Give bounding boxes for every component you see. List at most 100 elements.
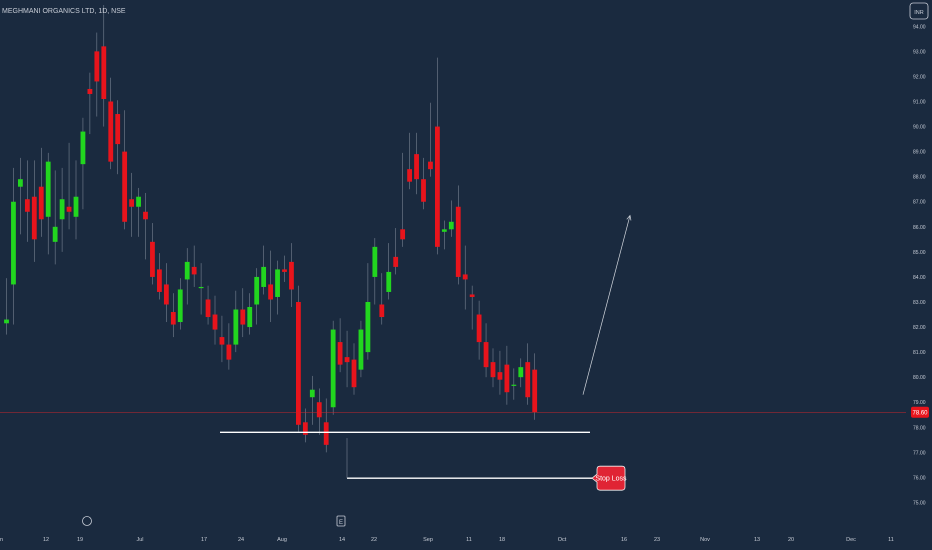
candle-body [330, 329, 336, 408]
price-tick-label: 93.00 [913, 49, 926, 55]
candle-body [31, 196, 37, 240]
candle-body [504, 364, 510, 393]
candle-body [240, 309, 246, 325]
candle-body [87, 88, 93, 94]
candle [157, 253, 162, 300]
candle [511, 368, 517, 400]
time-tick-label: 11 [888, 537, 894, 543]
candle-body [219, 337, 225, 345]
candle [73, 160, 79, 240]
candle [261, 245, 267, 295]
candle-body [372, 246, 378, 277]
candle [428, 102, 433, 177]
candle-body [518, 367, 524, 378]
candle-body [344, 357, 350, 363]
time-tick-label: Dec [846, 537, 856, 543]
candle [407, 132, 412, 190]
annotations-layer [0, 214, 906, 479]
candle-body [122, 151, 128, 222]
candle-body [441, 229, 447, 232]
candle [52, 170, 58, 265]
candle-body [428, 161, 433, 170]
price-tick-label: 75.00 [913, 500, 926, 506]
candle [296, 285, 301, 433]
candle [240, 288, 246, 338]
candle-body [170, 312, 176, 325]
candle [282, 255, 287, 282]
candle-body [302, 422, 308, 435]
price-tick-label: 91.00 [913, 99, 926, 105]
candle [45, 152, 51, 255]
candle [289, 243, 294, 308]
candle-body [143, 211, 148, 220]
candle-body [52, 226, 58, 242]
time-tick-label: Jul [136, 537, 143, 543]
candle [400, 152, 406, 247]
candle-body [400, 229, 406, 240]
price-axis-labels: 94.00 93.00 92.00 91.00 90.00 89.00 88.00 87.00… [913, 24, 926, 506]
candle [518, 358, 524, 388]
candle-body [38, 186, 44, 220]
candle [358, 320, 364, 378]
time-tick-label: 12 [43, 537, 49, 543]
candle-body [351, 359, 357, 388]
candle [122, 110, 128, 230]
event-circle-icon[interactable] [82, 516, 92, 526]
price-tick-label: 94.00 [913, 24, 926, 30]
candle-body [386, 271, 392, 292]
candle [24, 160, 30, 242]
candle-body [365, 301, 371, 353]
candle [469, 285, 475, 330]
currency-label[interactable]: INR [914, 10, 924, 16]
currency-button-box[interactable] [909, 2, 929, 20]
time-tick-label: 14 [339, 537, 345, 543]
time-tick-label: Sep [423, 537, 433, 543]
candle-body [455, 206, 461, 277]
candle-body [212, 314, 218, 330]
price-tick-label: 90.00 [913, 125, 926, 131]
candle [504, 345, 510, 405]
candle-body [254, 276, 260, 305]
candle [80, 117, 86, 210]
event-marker-earnings[interactable]: E [336, 515, 346, 527]
stop-loss-tag-shape [591, 465, 626, 491]
projection-arrow-head [626, 214, 632, 221]
time-tick-label: 22 [371, 537, 377, 543]
candle [254, 268, 260, 325]
candle-body [316, 402, 322, 418]
chart-title: MEGHMANI ORGANICS LTD, 1D, NSE [2, 8, 126, 15]
candle [11, 167, 16, 325]
stop-loss-callout: Stop Loss [591, 465, 627, 491]
candle [198, 263, 204, 315]
time-tick-label: n [0, 537, 3, 543]
candle-body [24, 199, 30, 212]
candle [372, 238, 378, 305]
candle-body [108, 101, 114, 162]
candle-body [191, 266, 197, 275]
candle [177, 278, 183, 330]
candle-body [247, 307, 253, 328]
event-marker-circle[interactable] [82, 516, 92, 526]
price-tick-label: 92.00 [913, 74, 926, 80]
candle-body [469, 294, 475, 297]
earnings-marker-box[interactable] [336, 515, 346, 527]
candle-body [233, 309, 239, 345]
candle [476, 300, 482, 360]
candle-body [177, 289, 183, 323]
candle [309, 375, 315, 425]
candle-body [421, 179, 426, 202]
currency-button[interactable]: INR [909, 2, 929, 20]
candle-body [393, 256, 399, 267]
candle [379, 273, 385, 325]
candle [136, 187, 141, 237]
candle [129, 172, 134, 237]
candle-body [18, 179, 23, 187]
earnings-marker-label[interactable]: E [339, 520, 343, 526]
candle [18, 157, 23, 235]
candle-body [136, 196, 141, 207]
time-tick-label: 11 [466, 537, 472, 543]
candle [337, 318, 343, 373]
candle-body [150, 241, 155, 277]
candle-body [184, 261, 190, 280]
